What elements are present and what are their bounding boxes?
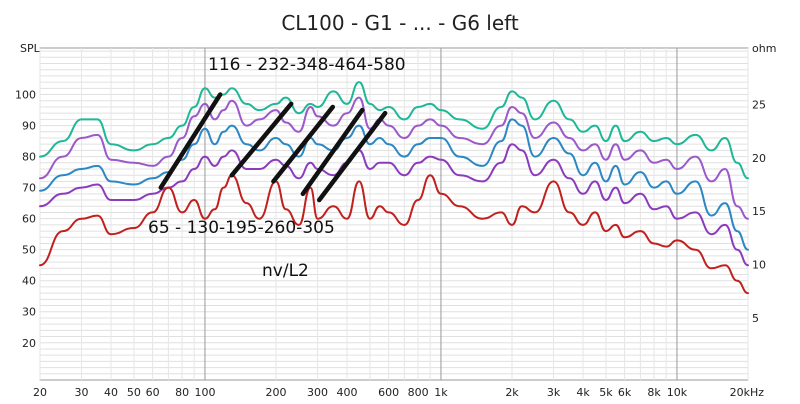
chart-title: CL100 - G1 - ... - G6 left <box>281 11 519 35</box>
harmonic-line-2 <box>229 101 294 178</box>
series-line-2 <box>39 96 749 220</box>
y-tick-label-right: 15 <box>752 205 766 218</box>
x-tick-label: 6k <box>618 386 632 399</box>
y-tick-label-right: 10 <box>752 259 766 272</box>
y-axis-left-label: SPL <box>20 42 41 55</box>
y-tick-label-left: 100 <box>15 89 36 102</box>
x-tick-label: 10k <box>667 386 688 399</box>
x-tick-label: 1k <box>434 386 448 399</box>
x-tick-label: 100 <box>194 386 215 399</box>
y-tick-label-right: 5 <box>752 312 759 325</box>
y-tick-label-left: 30 <box>22 306 36 319</box>
x-tick-label: 600 <box>378 386 399 399</box>
series-line-1 <box>39 81 749 180</box>
y-tick-label-left: 90 <box>22 120 36 133</box>
y-tick-label-left: 60 <box>22 213 36 226</box>
x-tick-label: 40 <box>104 386 118 399</box>
x-tick-label: 20kHz <box>730 386 765 399</box>
annotation-top: 116 - 232-348-464-580 <box>208 55 406 75</box>
x-tick-label: 400 <box>337 386 358 399</box>
series-line-5 <box>39 174 749 295</box>
x-tick-label: 30 <box>75 386 89 399</box>
harmonic-line-1 <box>158 92 223 190</box>
y-tick-label-right: 20 <box>752 152 766 165</box>
x-tick-label: 20 <box>33 386 47 399</box>
x-tick-label: 3k <box>547 386 561 399</box>
y-tick-label-left: 80 <box>22 151 36 164</box>
x-tick-label: 50 <box>127 386 141 399</box>
x-tick-label: 5k <box>599 386 613 399</box>
y-tick-label-left: 20 <box>22 337 36 350</box>
y-tick-label-left: 70 <box>22 182 36 195</box>
series-line-4 <box>39 143 749 267</box>
y-tick-label-right: 25 <box>752 98 766 111</box>
tick-labels: 20 30 40 50 60 80 100 200 300 400 600 800 1k 2k 3k 4k 5k… <box>15 89 766 399</box>
x-tick-label: 200 <box>266 386 287 399</box>
series-group <box>39 81 749 295</box>
x-tick-label: 8k <box>647 386 661 399</box>
y-tick-label-left: 40 <box>22 275 36 288</box>
annotation-bottom: 65 - 130-195-260-305 <box>148 218 335 238</box>
x-tick-label: 80 <box>175 386 189 399</box>
x-tick-label: 300 <box>307 386 328 399</box>
harmonic-line-5 <box>317 110 388 203</box>
x-tick-label: 800 <box>408 386 429 399</box>
grid <box>39 47 749 381</box>
x-tick-label: 2k <box>505 386 519 399</box>
y-tick-label-left: 50 <box>22 244 36 257</box>
x-tick-label: 60 <box>146 386 160 399</box>
annotation-note: nv/L2 <box>262 261 309 281</box>
harmonic-lines <box>158 92 388 203</box>
harmonic-line-3 <box>271 104 336 184</box>
harmonic-line-4 <box>300 107 365 197</box>
series-line-3 <box>39 118 749 251</box>
x-tick-label: 4k <box>576 386 590 399</box>
y-axis-right-label: ohm <box>752 42 776 55</box>
